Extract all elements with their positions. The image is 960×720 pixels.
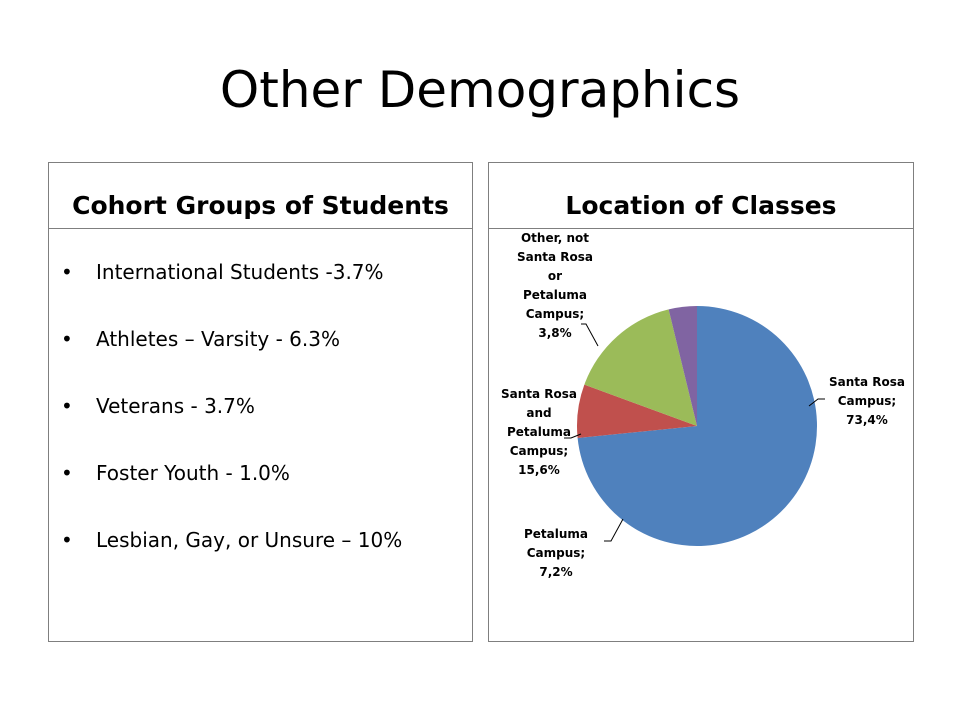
data-label-line: and [526, 406, 551, 420]
data-label-line: or [548, 269, 562, 283]
location-chart-panel: Location of Classes Santa Rosa Campus; 73,… [488, 162, 914, 642]
slide-title: Other Demographics [219, 61, 741, 119]
bullet-icon: • [61, 260, 73, 284]
pie-slice-other [668, 306, 697, 426]
cohort-panel: Cohort Groups of Students • International… [48, 162, 473, 642]
data-label-line: Santa Rosa [829, 375, 905, 389]
data-label-line: Campus; [526, 307, 584, 321]
pie-slice-santa-rosa [577, 306, 818, 546]
data-label-line: Campus; [527, 546, 585, 560]
data-label-line: Campus; [838, 394, 896, 408]
data-label-line: Petaluma [524, 527, 588, 541]
data-label-line: Other, not [521, 231, 589, 245]
bullet-icon: • [61, 528, 73, 552]
leader-line-santa-rosa [808, 398, 825, 407]
list-item: • Veterans - 3.7% [49, 393, 472, 420]
list-item-text: Foster Youth - 1.0% [96, 461, 290, 485]
list-item: • Athletes – Varsity - 6.3% [49, 326, 472, 353]
leader-line-santa-rosa-and-petaluma [564, 433, 582, 439]
cohort-panel-title: Cohort Groups of Students [49, 163, 472, 229]
data-label-line: 3,8% [538, 326, 571, 340]
list-item: • Lesbian, Gay, or Unsure – 10% [49, 527, 472, 554]
list-item-text: International Students -3.7% [96, 260, 384, 284]
list-item-text: Veterans - 3.7% [96, 394, 255, 418]
data-label-other: Other, not Santa Rosa or Petaluma Campus; 3,8… [517, 231, 593, 340]
data-label-line: Petaluma [523, 288, 587, 302]
data-label-santa-rosa: Santa Rosa Campus; 73,4% [829, 375, 905, 427]
data-label-line: Santa Rosa [517, 250, 593, 264]
pie-slice-petaluma [577, 384, 697, 439]
list-item-text: Athletes – Varsity - 6.3% [96, 327, 340, 351]
data-label-santa-rosa-and-petaluma: Santa Rosa and Petaluma Campus; 15,6% [501, 387, 577, 477]
data-label-line: 7,2% [539, 565, 572, 579]
chart-title: Location of Classes [489, 163, 913, 229]
bullet-icon: • [61, 461, 73, 485]
list-item: • Foster Youth - 1.0% [49, 460, 472, 487]
data-label-line: 73,4% [846, 413, 888, 427]
data-label-line: 15,6% [518, 463, 560, 477]
data-label-line: Campus; [510, 444, 568, 458]
cohort-list: • International Students -3.7% • Athletes … [49, 229, 472, 554]
pie-slice-santa-rosa-and-petaluma [584, 309, 697, 426]
bullet-icon: • [61, 327, 73, 351]
list-item: • International Students -3.7% [49, 259, 472, 286]
data-label-line: Santa Rosa [501, 387, 577, 401]
pie-chart: Santa Rosa Campus; 73,4% Petaluma Campus; 7,2… [501, 231, 905, 579]
leader-line-petaluma [604, 518, 624, 542]
list-item-text: Lesbian, Gay, or Unsure – 10% [96, 528, 403, 552]
data-label-petaluma: Petaluma Campus; 7,2% [524, 527, 588, 579]
leader-line-other [581, 323, 599, 347]
data-label-line: Petaluma [507, 425, 571, 439]
bullet-icon: • [61, 394, 73, 418]
